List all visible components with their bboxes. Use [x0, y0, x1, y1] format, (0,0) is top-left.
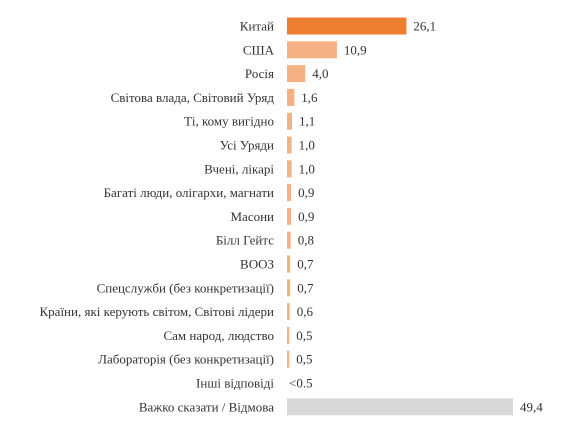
value-label: 1,0	[299, 138, 315, 153]
bar	[287, 231, 291, 249]
value-label: 0,9	[298, 185, 314, 200]
bar	[287, 398, 513, 416]
bar	[287, 184, 292, 202]
category-labels-group: Китай США Росія Світова влада, Світовий Уря…	[40, 19, 275, 415]
value-label: 4,0	[312, 66, 328, 81]
bar	[287, 160, 292, 178]
category-label: Сам народ, людство	[163, 328, 274, 343]
category-label: Лабораторія (без конкретизації)	[98, 352, 274, 367]
value-label: 49,4	[520, 399, 543, 414]
category-label: Спецслужби (без конкретизації)	[97, 280, 274, 295]
value-labels-group: 26,1 10,9 4,0 1,6 1,1 1,0 1,0 0,9 0,9 0,8 0,7 0,7 0,…	[289, 19, 543, 415]
bar	[287, 65, 306, 83]
category-label: Білл Гейтс	[216, 233, 274, 248]
value-label: 0,7	[297, 257, 314, 272]
value-label: 0,7	[297, 280, 314, 295]
bar	[287, 88, 295, 106]
category-label: Ті, кому вигідно	[184, 114, 274, 129]
category-label: Багаті люди, олігархи, магнати	[104, 185, 274, 200]
value-label: 0,8	[298, 233, 314, 248]
value-label: 0,5	[296, 352, 312, 367]
value-label: 0,6	[297, 304, 314, 319]
category-label: Усі Уряди	[220, 138, 274, 153]
category-label: Вчені, лікарі	[204, 161, 274, 176]
bar	[287, 350, 290, 368]
bar	[287, 326, 290, 344]
category-label: Важко сказати / Відмова	[139, 399, 274, 414]
bar	[287, 207, 292, 225]
bar	[287, 303, 290, 321]
category-label: Країни, які керують світом, Світові ліде…	[40, 304, 275, 319]
value-label: 1,1	[299, 114, 315, 129]
category-label: Масони	[230, 209, 274, 224]
value-label: 1,6	[301, 90, 318, 105]
value-label: 1,0	[299, 161, 315, 176]
category-label: ВООЗ	[240, 257, 274, 272]
bar	[287, 112, 292, 130]
value-label: 10,9	[344, 42, 367, 57]
category-label: Китай	[240, 19, 274, 34]
value-label: <0.5	[289, 376, 313, 391]
value-label: 0,9	[298, 209, 314, 224]
value-label: 26,1	[413, 19, 436, 34]
bars-group	[287, 17, 513, 416]
category-label: США	[243, 42, 275, 57]
bar	[287, 136, 292, 154]
bar	[287, 279, 291, 297]
category-label: Росія	[245, 66, 274, 81]
value-label: 0,5	[296, 328, 312, 343]
bar	[287, 17, 407, 35]
category-label: Світова влада, Світовий Уряд	[111, 90, 275, 105]
bar	[287, 41, 337, 59]
category-label: Інші відповіді	[196, 376, 274, 391]
bar	[287, 255, 291, 273]
